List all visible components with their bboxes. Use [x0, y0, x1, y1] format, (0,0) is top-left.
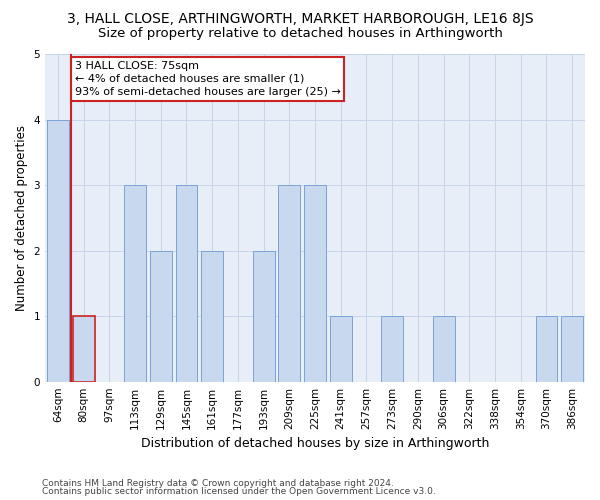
Bar [201, 250, 223, 382]
Bar [330, 316, 352, 382]
Y-axis label: Number of detached properties: Number of detached properties [15, 125, 28, 311]
Bar [150, 250, 172, 382]
Text: Size of property relative to detached houses in Arthingworth: Size of property relative to detached ho… [98, 28, 502, 40]
Bar [253, 250, 275, 382]
X-axis label: Distribution of detached houses by size in Arthingworth: Distribution of detached houses by size … [141, 437, 489, 450]
Text: 3, HALL CLOSE, ARTHINGWORTH, MARKET HARBOROUGH, LE16 8JS: 3, HALL CLOSE, ARTHINGWORTH, MARKET HARB… [67, 12, 533, 26]
Bar [278, 185, 300, 382]
Text: Contains public sector information licensed under the Open Government Licence v3: Contains public sector information licen… [42, 488, 436, 496]
Bar [433, 316, 455, 382]
Bar [304, 185, 326, 382]
Text: Contains HM Land Registry data © Crown copyright and database right 2024.: Contains HM Land Registry data © Crown c… [42, 478, 394, 488]
Bar [561, 316, 583, 382]
Bar [176, 185, 197, 382]
Bar [47, 120, 69, 382]
Bar [381, 316, 403, 382]
Bar [124, 185, 146, 382]
Text: 3 HALL CLOSE: 75sqm
← 4% of detached houses are smaller (1)
93% of semi-detached: 3 HALL CLOSE: 75sqm ← 4% of detached hou… [74, 60, 340, 97]
Bar [73, 316, 95, 382]
Bar [536, 316, 557, 382]
